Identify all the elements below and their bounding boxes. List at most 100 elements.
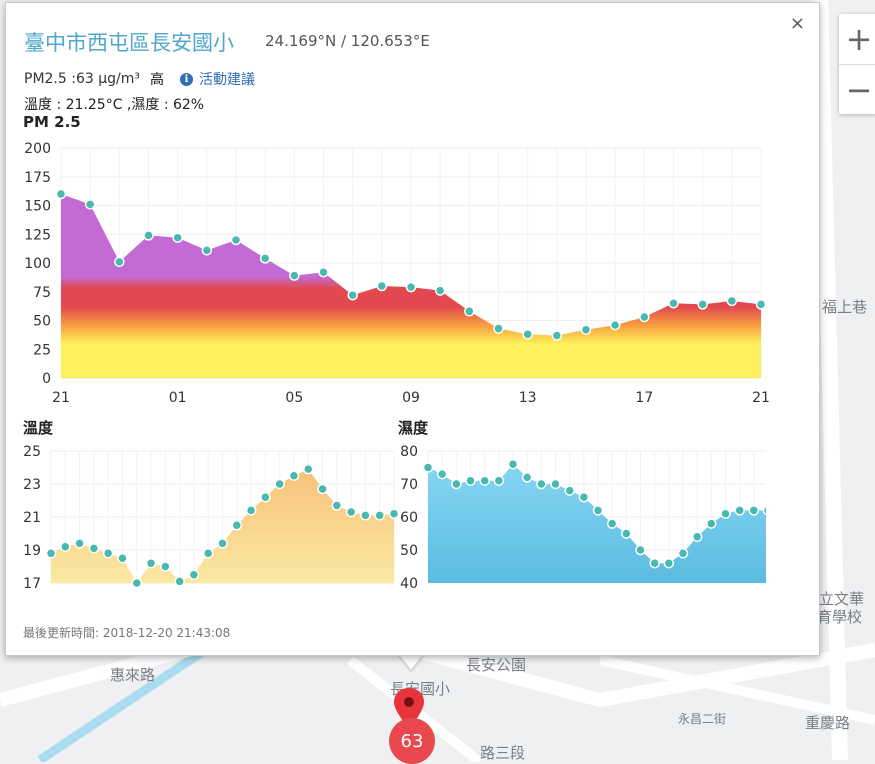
map-label: 惠來路: [110, 666, 156, 684]
data-point: [260, 491, 271, 503]
data-point: [580, 324, 592, 335]
data-point: [388, 508, 400, 519]
data-point: [231, 520, 243, 531]
data-point: [762, 505, 766, 516]
map-label: 育學校: [817, 608, 863, 626]
data-point: [668, 298, 679, 309]
data-point: [145, 557, 157, 569]
map-label: 福上巷: [822, 298, 868, 316]
y-tick-label: 100: [24, 256, 51, 272]
data-point: [434, 285, 446, 296]
data-point: [131, 577, 142, 589]
data-point: [345, 506, 357, 518]
data-point: [347, 289, 358, 301]
y-tick-label: 50: [400, 543, 418, 559]
humidity-chart: 40 50 60 70 80: [400, 444, 766, 592]
data-point: [201, 245, 213, 256]
data-point: [60, 541, 71, 552]
data-point: [522, 329, 533, 340]
data-point: [117, 553, 128, 564]
data-point: [374, 510, 385, 521]
y-tick-label: 75: [33, 285, 51, 301]
data-point: [451, 478, 462, 490]
data-point: [677, 548, 689, 559]
data-point: [230, 234, 242, 246]
data-point: [606, 518, 618, 529]
pm-chart-title: PM 2.5: [23, 113, 81, 131]
data-point: [635, 544, 646, 556]
data-point: [160, 561, 171, 572]
y-tick-label: 0: [42, 371, 51, 387]
series-area: [51, 469, 394, 583]
station-title: 臺中市西屯區長安國小: [24, 31, 234, 55]
data-point: [84, 199, 96, 210]
data-point: [114, 256, 125, 268]
data-point: [465, 475, 476, 486]
y-tick-label: 125: [24, 227, 51, 243]
data-point: [592, 505, 604, 516]
y-tick-label: 25: [23, 444, 41, 460]
series-area: [428, 464, 766, 583]
data-point: [303, 463, 314, 475]
close-icon[interactable]: ×: [789, 13, 805, 34]
data-point: [521, 472, 533, 483]
y-tick-label: 40: [400, 576, 418, 592]
data-point: [706, 518, 717, 529]
x-tick-label: 17: [635, 390, 653, 406]
data-point: [289, 270, 300, 281]
zoom-control: + −: [839, 14, 875, 114]
data-point: [691, 531, 703, 543]
activity-advice-link[interactable]: 活動建議: [198, 72, 255, 88]
temp-chart-title: 溫度: [23, 419, 54, 437]
data-point: [550, 478, 561, 490]
pm-value-text: PM2.5 :63 μg/m³: [24, 71, 140, 87]
data-point: [217, 538, 228, 549]
data-point: [274, 478, 285, 490]
pm25-chart: 0 25 50 75 100 125 150 175 200 21 01 05 09 13 17 21: [24, 141, 770, 406]
info-icon[interactable]: i: [179, 72, 193, 86]
x-tick-label: 01: [169, 390, 187, 406]
data-point: [174, 576, 185, 587]
y-tick-label: 17: [23, 576, 41, 592]
humid-chart-title: 濕度: [398, 419, 429, 437]
y-tick-label: 60: [400, 510, 418, 526]
y-tick-label: 19: [23, 543, 41, 559]
y-tick-label: 50: [33, 314, 51, 330]
data-point: [259, 253, 271, 264]
map-label: 長安公園: [466, 656, 527, 674]
data-point: [649, 557, 660, 569]
data-point: [288, 470, 300, 481]
data-point: [318, 266, 329, 278]
y-tick-label: 150: [24, 199, 51, 215]
data-point: [188, 569, 200, 580]
y-tick-label: 23: [23, 477, 41, 493]
data-point: [507, 458, 519, 470]
map-label: 路三段: [480, 744, 526, 762]
data-point: [621, 528, 632, 539]
data-point: [755, 299, 767, 310]
data-point: [88, 543, 100, 554]
pm-marker-badge[interactable]: 63: [389, 718, 435, 764]
zoom-in-button[interactable]: +: [839, 14, 875, 65]
y-tick-label: 175: [24, 170, 51, 186]
data-point: [45, 548, 57, 559]
data-point: [376, 280, 388, 292]
data-point: [172, 232, 183, 243]
data-point: [564, 485, 575, 496]
x-tick-label: 21: [752, 390, 770, 406]
y-tick-label: 21: [23, 510, 41, 526]
x-tick-label: 09: [402, 390, 420, 406]
pm-level: 高: [149, 72, 164, 88]
data-point: [493, 475, 505, 486]
y-tick-label: 200: [24, 141, 51, 157]
data-point: [331, 500, 343, 511]
y-tick-label: 70: [400, 477, 418, 493]
data-point: [609, 319, 621, 331]
data-point: [74, 538, 85, 549]
data-point: [551, 330, 563, 341]
data-point: [102, 548, 114, 559]
x-tick-label: 05: [285, 390, 303, 406]
zoom-out-button[interactable]: −: [845, 71, 873, 109]
data-point: [360, 510, 371, 521]
station-popup: × 臺中市西屯區長安國小 24.169°N / 120.653°E PM2.5 …: [5, 2, 820, 656]
